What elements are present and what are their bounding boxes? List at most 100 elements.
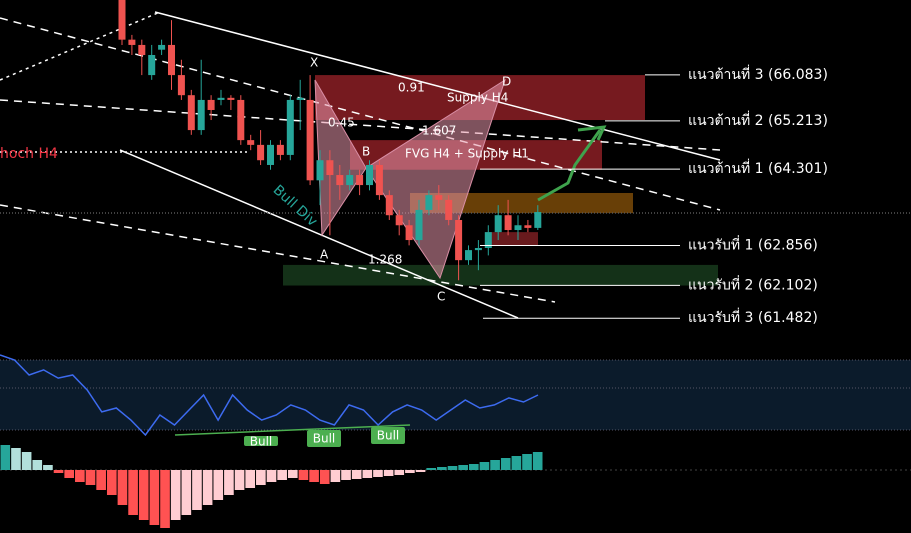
histogram-bar [224, 470, 234, 495]
level-label: แนวรับที่ 3 (61.482) [688, 308, 818, 326]
candle-body [415, 209, 423, 241]
candle-body [524, 225, 532, 228]
candle-body [375, 164, 383, 196]
histogram-bar [117, 470, 128, 505]
candle-body [534, 212, 542, 228]
candle-body [237, 99, 245, 141]
trend-line [119, 149, 519, 319]
histogram-bar [330, 470, 341, 482]
histogram-pane [0, 445, 911, 528]
histogram-bar [511, 456, 522, 470]
bull-badge [244, 436, 278, 446]
divergence-line [174, 424, 411, 436]
candle-body [356, 175, 364, 186]
rsi-band [0, 360, 911, 430]
histogram-bar [468, 464, 479, 470]
histogram-bar [490, 460, 500, 470]
histogram-bar [96, 470, 106, 490]
point-label: X [310, 56, 318, 70]
histogram-bar [341, 470, 351, 480]
histogram-bar [128, 470, 138, 515]
histogram-bar [43, 465, 53, 470]
zone [485, 232, 538, 246]
histogram-bar [298, 470, 309, 480]
candle-body [405, 225, 413, 241]
point-label: C [437, 290, 445, 304]
candle-body [326, 160, 334, 176]
histogram-bar [170, 470, 181, 520]
ratio-label: 1.607 [422, 124, 456, 138]
candle-body [197, 99, 205, 131]
histogram-bar [479, 462, 490, 470]
bull-label: Bull [377, 429, 400, 443]
histogram-bar [138, 470, 149, 520]
candle-body [435, 195, 443, 200]
trend-line [154, 11, 721, 161]
histogram-bar [245, 470, 256, 488]
histogram-bar [437, 467, 447, 470]
histogram-bar [85, 470, 96, 485]
histogram-bar [447, 466, 458, 470]
ratio-label: 0.91 [398, 81, 425, 95]
histogram-bar [106, 470, 117, 495]
harmonic-leg [314, 79, 367, 237]
projection-arrow [577, 125, 607, 141]
zone-label: Supply H4 [447, 91, 508, 105]
candle-body [474, 247, 482, 251]
histogram-bar [202, 470, 213, 505]
candle-body [187, 95, 195, 131]
histogram-bar [277, 470, 287, 480]
candles [118, 0, 542, 281]
candle-body [425, 195, 433, 210]
candle-body [148, 54, 156, 76]
histogram-bar [149, 470, 160, 525]
candle-body [286, 99, 294, 155]
histogram-bar [383, 470, 394, 476]
candle-body [465, 250, 472, 261]
histogram-bar [256, 470, 266, 485]
rsi-pane [0, 354, 911, 437]
histogram-bar [234, 470, 245, 490]
histogram-bar [394, 470, 405, 475]
histogram-bar [500, 458, 511, 470]
histogram-bar [266, 470, 277, 482]
candle-body [296, 97, 304, 100]
candle-body [227, 97, 235, 100]
candle-body [177, 75, 185, 96]
histogram-bar [319, 470, 330, 484]
bull-label: Bull [250, 435, 273, 449]
histogram-bar [11, 448, 21, 470]
point-label: B [362, 145, 370, 159]
candle-body [494, 215, 502, 233]
candle-body [316, 160, 324, 181]
ratio-label: 1.268 [368, 253, 402, 267]
bull-badge [371, 427, 405, 444]
histogram-bar [426, 468, 437, 470]
histogram-bar [405, 470, 415, 473]
candle-body [257, 144, 265, 161]
candle-body [504, 215, 512, 231]
histogram-bar [181, 470, 192, 515]
projection [537, 129, 602, 202]
histogram-bar [32, 460, 43, 470]
histogram-bar [192, 470, 202, 510]
histogram-bar [287, 470, 298, 478]
trend-line [0, 17, 721, 211]
candle-body [217, 97, 225, 100]
candle-body [158, 44, 166, 50]
candle-body [336, 175, 344, 186]
candle-body [385, 195, 393, 216]
bull-badge [307, 430, 341, 447]
level-label: แนวรับที่ 1 (62.856) [688, 236, 818, 254]
level-label: แนวต้านที่ 3 (66.083) [688, 65, 828, 83]
candle-body [276, 144, 284, 155]
trend-line [0, 11, 161, 81]
candle-body [138, 44, 146, 55]
candle-body [366, 164, 373, 186]
candle-body [128, 39, 136, 45]
histogram-bar [0, 445, 11, 470]
bos-label: hoch H4 [0, 146, 58, 162]
candle-body [455, 219, 463, 261]
